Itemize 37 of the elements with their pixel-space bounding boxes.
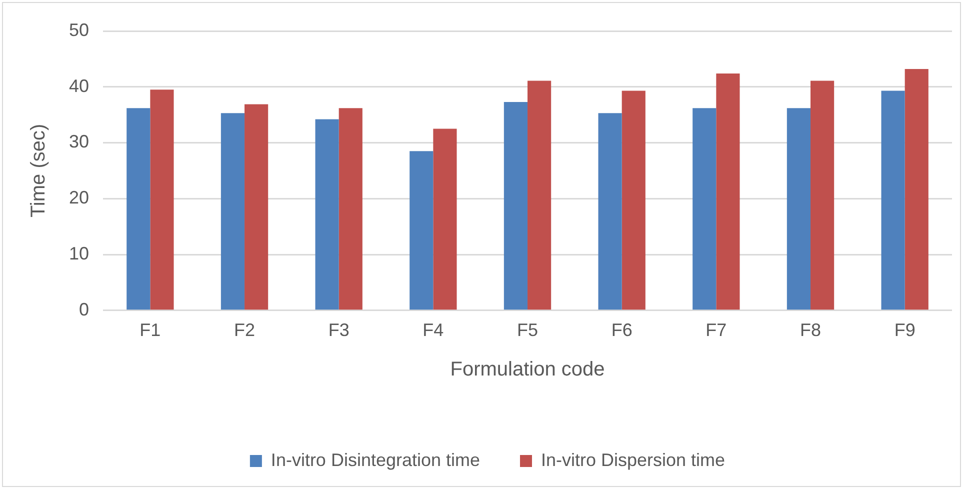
y-tick-label: 40 bbox=[68, 76, 90, 96]
x-tick-label: F2 bbox=[234, 320, 256, 340]
x-tick-label: F3 bbox=[328, 320, 350, 340]
bar bbox=[504, 102, 528, 310]
y-tick-label: 30 bbox=[68, 132, 90, 152]
bar bbox=[622, 90, 646, 310]
x-tick-label: F8 bbox=[800, 320, 822, 340]
x-tick-label: F1 bbox=[140, 320, 161, 340]
bar bbox=[410, 151, 434, 310]
bar bbox=[716, 73, 740, 310]
x-axis-title: Formulation code bbox=[450, 358, 605, 381]
bar bbox=[810, 80, 834, 310]
bar bbox=[692, 108, 716, 310]
bar bbox=[126, 108, 150, 310]
y-tick-label: 0 bbox=[79, 299, 90, 320]
bar bbox=[528, 80, 552, 310]
bar bbox=[786, 108, 811, 310]
x-tick-label: F4 bbox=[422, 320, 444, 340]
bar bbox=[150, 90, 174, 310]
bar bbox=[598, 113, 622, 310]
x-tick-label: F9 bbox=[894, 320, 916, 340]
bar bbox=[338, 108, 362, 310]
bar bbox=[315, 119, 339, 310]
y-axis-title: Time (sec) bbox=[28, 124, 50, 218]
legend-label: In-vitro Disintegration time bbox=[270, 450, 480, 470]
x-tick-label: F6 bbox=[611, 320, 632, 340]
bar bbox=[904, 69, 928, 310]
y-tick-label: 10 bbox=[68, 243, 90, 264]
legend-label: In-vitro Dispersion time bbox=[541, 450, 726, 470]
x-tick-label: F7 bbox=[706, 320, 727, 340]
bar bbox=[881, 90, 905, 310]
x-tick-label: F5 bbox=[517, 320, 538, 340]
bar bbox=[244, 104, 268, 310]
y-tick-label: 20 bbox=[68, 188, 90, 208]
bar bbox=[220, 113, 245, 310]
bar bbox=[433, 128, 457, 310]
y-tick-label: 50 bbox=[68, 20, 90, 40]
